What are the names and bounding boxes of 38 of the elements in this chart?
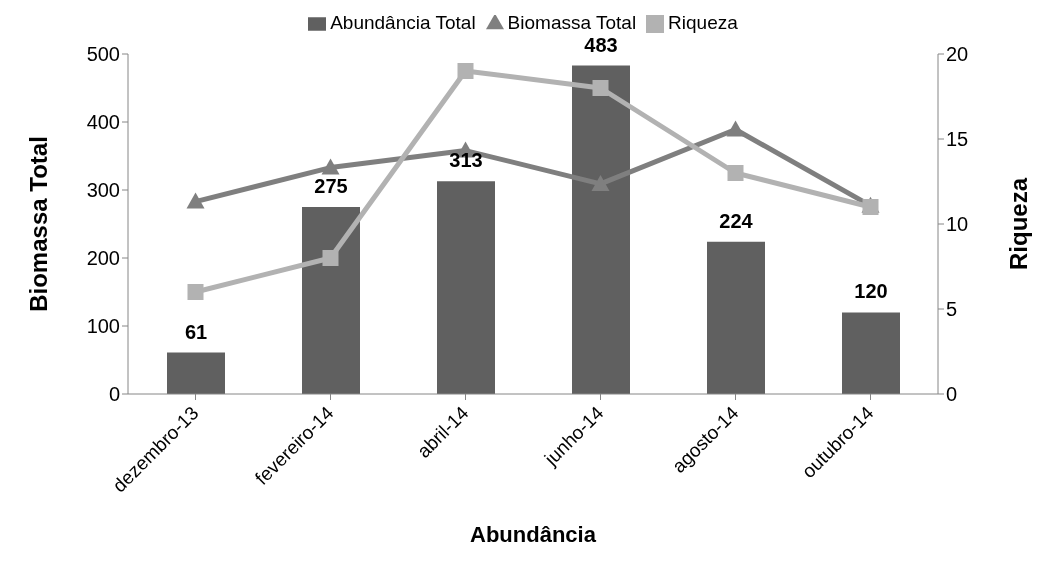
- bar: [437, 181, 495, 394]
- data-label: 483: [584, 33, 618, 56]
- bar: [302, 207, 360, 394]
- point: [321, 158, 340, 175]
- point: [187, 284, 204, 300]
- bar: [572, 65, 630, 394]
- point: [726, 120, 745, 137]
- point: [457, 63, 474, 79]
- y-tick-label: 400: [86, 111, 120, 134]
- point: [727, 165, 744, 181]
- data-label: 224: [719, 209, 754, 232]
- y-tick-label: 100: [86, 315, 120, 338]
- y-axis-title: Biomassa Total: [24, 136, 52, 312]
- bar: [842, 312, 900, 394]
- y2-axis-title: Riqueza: [1004, 177, 1032, 271]
- bar: [167, 352, 225, 394]
- bar: [707, 241, 765, 394]
- point: [592, 80, 609, 96]
- y2-tick-label: 0: [946, 383, 958, 406]
- y-tick-label: 300: [86, 179, 120, 202]
- y-tick-label: 200: [86, 247, 120, 270]
- x-axis-title: Abundância: [470, 522, 597, 547]
- legend-label: Riqueza: [668, 12, 738, 33]
- y2-tick-label: 15: [946, 128, 969, 151]
- data-label: 313: [449, 149, 483, 172]
- y2-tick-label: 5: [946, 298, 958, 321]
- y-tick-label: 500: [86, 43, 120, 66]
- legend-label: Abundância Total: [330, 12, 476, 33]
- point: [322, 250, 339, 266]
- point: [186, 192, 205, 209]
- data-label: 61: [184, 320, 208, 343]
- y2-tick-label: 20: [946, 43, 969, 66]
- point: [591, 174, 610, 191]
- data-label: 275: [314, 175, 348, 197]
- y2-tick-label: 10: [946, 213, 969, 236]
- data-label: 120: [854, 280, 888, 303]
- legend-label: Biomassa Total: [507, 12, 637, 33]
- y-tick-label: 0: [108, 383, 120, 406]
